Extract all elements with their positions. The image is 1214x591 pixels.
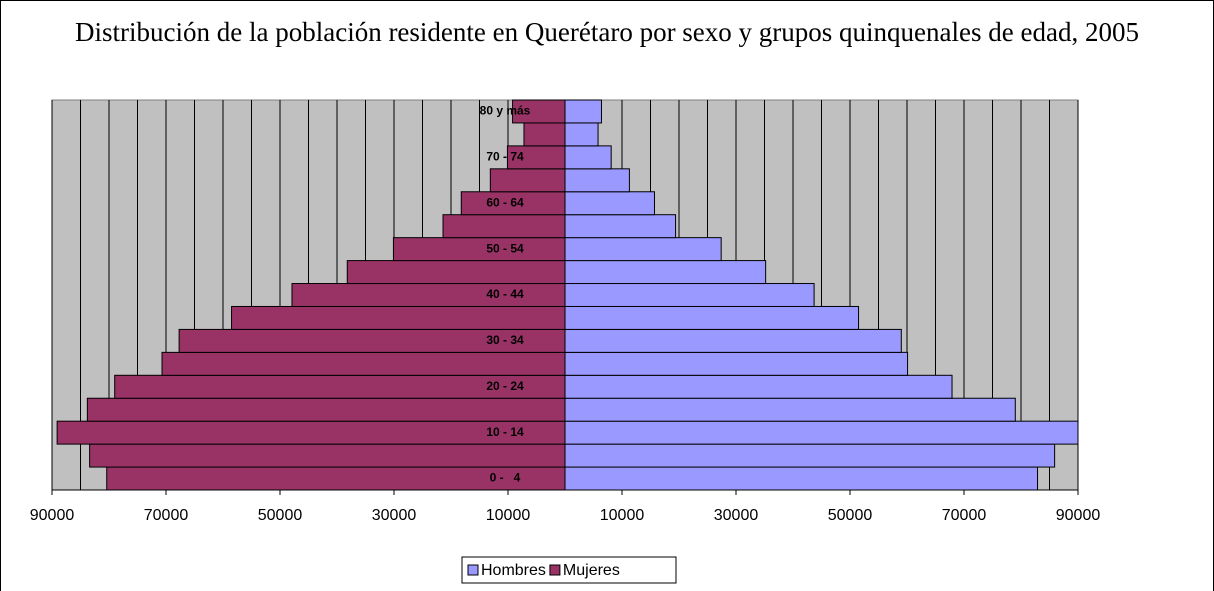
bar [442, 214, 566, 239]
bar [231, 305, 566, 330]
category-label: 20 - 24 [486, 379, 524, 393]
category-label: 40 - 44 [486, 287, 524, 301]
bar [564, 260, 767, 285]
category-label: 0 - 4 [490, 471, 521, 485]
bar [564, 420, 1079, 445]
bar [291, 283, 566, 307]
category-label: 70 - 74 [486, 150, 524, 164]
bar [564, 191, 655, 216]
category-label: 80 y más [480, 104, 531, 118]
bar [564, 168, 630, 193]
bar [564, 443, 1056, 468]
x-tick-label: 50000 [828, 507, 873, 524]
x-tick-label: 70000 [144, 507, 189, 524]
x-tick-label: 30000 [372, 507, 417, 524]
bar [489, 168, 566, 193]
bar [564, 374, 953, 399]
legend: Hombres Mujeres [461, 556, 677, 584]
bar [161, 351, 566, 376]
x-tick-label: 10000 [486, 507, 531, 524]
legend-label: Hombres [481, 562, 546, 579]
bar [564, 214, 677, 239]
bar [564, 305, 860, 330]
legend-swatch [549, 564, 561, 576]
bar [346, 260, 566, 285]
bar [523, 122, 566, 147]
bar [512, 99, 566, 124]
category-label: 60 - 64 [486, 195, 524, 209]
bar [564, 145, 612, 170]
x-tick-label: 90000 [1056, 507, 1101, 524]
category-label: 50 - 54 [486, 241, 524, 255]
chart-title: Distribución de la población residente e… [75, 17, 1139, 47]
bar [89, 443, 566, 468]
x-tick-label: 30000 [714, 507, 759, 524]
legend-swatch [467, 564, 479, 576]
category-label: 30 - 34 [486, 333, 524, 347]
x-tick-label: 50000 [258, 507, 303, 524]
bar [564, 328, 902, 353]
legend-label: Mujeres [563, 562, 620, 579]
bar [564, 397, 1016, 422]
legend-box [461, 556, 677, 584]
bar [564, 283, 815, 307]
x-tick-label: 70000 [942, 507, 987, 524]
bar [564, 351, 909, 376]
x-tick-label: 90000 [30, 507, 75, 524]
bar [564, 99, 602, 124]
bar [564, 466, 1039, 491]
x-tick-label: 10000 [600, 507, 645, 524]
bar [564, 122, 599, 147]
bar [564, 237, 722, 262]
category-label: 10 - 14 [486, 425, 524, 439]
bar [86, 397, 566, 422]
bar [392, 237, 566, 262]
